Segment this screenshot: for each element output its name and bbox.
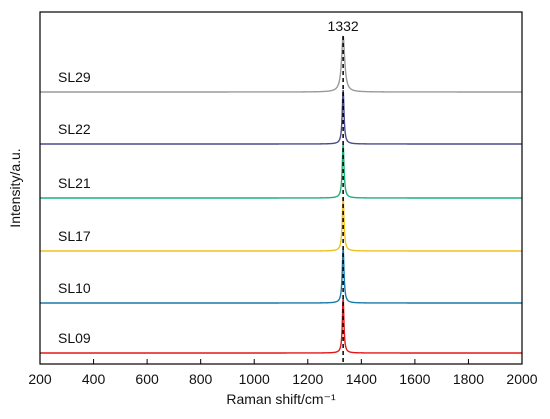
x-axis-ticks: 200 400 600 800 1000 1200 1400 1600 1800 2000: [28, 359, 538, 387]
series-line-sl21: [40, 143, 522, 199]
series-line-sl17: [40, 196, 522, 252]
x-tick-label: 1200: [292, 371, 323, 387]
series-label-sl22: SL22: [58, 121, 91, 137]
x-tick-label: 200: [28, 371, 52, 387]
x-tick-label: 2000: [506, 371, 537, 387]
series-label-sl21: SL21: [58, 175, 91, 191]
series-line-sl09: [40, 297, 522, 354]
series-line-sl29: [40, 35, 522, 93]
series-layer: SL29 SL22 SL21 SL17 SL10 SL09: [40, 35, 522, 354]
series-label-sl09: SL09: [58, 330, 91, 346]
series-line-sl22: [40, 89, 522, 145]
series-label-sl29: SL29: [58, 69, 91, 85]
y-axis-title: Intensity/a.u.: [7, 148, 23, 227]
series-label-sl10: SL10: [58, 280, 91, 296]
x-tick-label: 400: [82, 371, 106, 387]
x-tick-label: 1000: [239, 371, 270, 387]
x-tick-label: 1400: [346, 371, 377, 387]
series-label-sl17: SL17: [58, 228, 91, 244]
x-tick-label: 800: [189, 371, 213, 387]
x-tick-label: 1800: [453, 371, 484, 387]
x-axis-title: Raman shift/cm⁻¹: [226, 391, 336, 407]
x-tick-label: 600: [135, 371, 159, 387]
series-line-sl10: [40, 248, 522, 304]
x-tick-label: 1600: [399, 371, 430, 387]
peak-annotation-label: 1332: [328, 18, 359, 34]
plot-frame: [39, 11, 523, 365]
